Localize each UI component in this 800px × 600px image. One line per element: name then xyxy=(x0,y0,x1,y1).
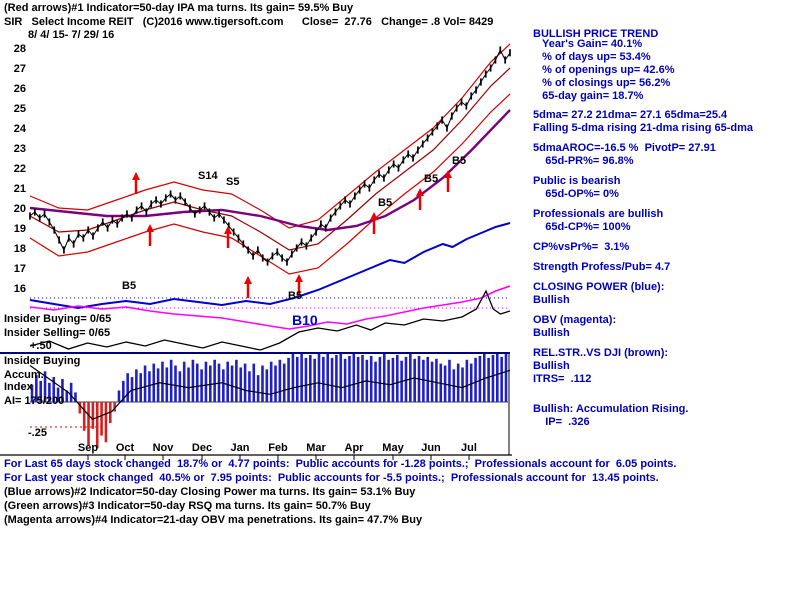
footer-indicator2-line: (Blue arrows)#2 Indicator=50-day Closing… xyxy=(4,486,416,498)
footer-year-summary: For Last year stock changed 40.5% or 7.9… xyxy=(4,472,659,484)
date-range-label: 8/ 4/ 15- 7/ 29/ 16 xyxy=(28,29,115,41)
x-axis-month-label: Sep xyxy=(78,442,98,454)
buy-arrow-icon xyxy=(224,226,232,234)
insider-selling-label: Insider Selling= 0/65 xyxy=(4,327,110,339)
analysis-line: % of days up= 53.4% xyxy=(533,51,651,63)
buy-arrow-icon xyxy=(244,276,252,284)
analysis-line: ITRS= .112 xyxy=(533,373,592,385)
minus-25-label: -.25 xyxy=(28,427,47,439)
analysis-line: Strength Profess/Pub= 4.7 xyxy=(533,261,671,273)
analysis-line: 5dmaAROC=-16.5 % PivotP= 27.91 xyxy=(533,142,716,154)
analysis-line: CP%vsPr%= 3.1% xyxy=(533,241,630,253)
analysis-line: % of openings up= 42.6% xyxy=(533,64,675,76)
signal-label-b5: B5 xyxy=(452,155,466,167)
analysis-line: OBV (magenta): xyxy=(533,314,617,326)
y-axis-price-label: 22 xyxy=(14,163,26,175)
ticker-title-line: SIR Select Income REIT (C)2016 www.tiger… xyxy=(4,16,494,28)
price-chart: S14 S5 B5 B5 B5 B5 B5 B10 Insider Buying= 0/65 In… xyxy=(0,43,512,460)
x-axis-month-label: Jul xyxy=(461,442,477,454)
y-axis-price-label: 25 xyxy=(14,103,26,115)
upper-band xyxy=(29,43,511,229)
analysis-line: % of closings up= 56.2% xyxy=(533,77,671,89)
signal-label-b5: B5 xyxy=(288,290,302,302)
analysis-panel: BULLISH PRICE TREND Year's Gain= 40.1% %… xyxy=(533,0,799,440)
analysis-line: 65d-OP%= 0% xyxy=(533,188,619,200)
buy-arrow-icon xyxy=(444,170,452,178)
analysis-line: REL.STR..VS DJI (brown): xyxy=(533,347,669,359)
footer-65day-summary: For Last 65 days stock changed 18.7% or … xyxy=(4,458,677,470)
analysis-line: Year's Gain= 40.1% xyxy=(533,38,643,50)
x-axis-month-label: Jun xyxy=(421,442,441,454)
x-axis-month-label: Jan xyxy=(231,442,250,454)
buy-arrow-icon xyxy=(146,224,154,232)
x-axis-month-label: May xyxy=(382,442,404,454)
y-axis-price-label: 16 xyxy=(14,283,26,295)
analysis-line: CLOSING POWER (blue): xyxy=(533,281,665,293)
ai-value-label: AI= 175/200 xyxy=(4,395,64,407)
footer-indicator4-line: (Magenta arrows)#4 Indicator=21-day OBV … xyxy=(4,514,423,526)
analysis-line: Bullish xyxy=(533,327,570,339)
lower-band xyxy=(29,93,511,275)
y-axis-price-label: 20 xyxy=(14,203,26,215)
analysis-line: 65d-CP%= 100% xyxy=(533,221,631,233)
y-axis-price-label: 24 xyxy=(14,123,27,135)
accum-caption-1: Insider Buying xyxy=(4,355,80,367)
analysis-line: 65d-PR%= 96.8% xyxy=(533,155,634,167)
accum-caption-2: Accum. xyxy=(4,369,44,381)
x-axis-month-label: Apr xyxy=(345,442,365,454)
y-axis-price-label: 19 xyxy=(14,223,26,235)
analysis-line: IP= .326 xyxy=(533,416,590,428)
analysis-line: Bullish xyxy=(533,360,570,372)
y-axis-price-label: 26 xyxy=(14,83,26,95)
buy-arrow-icon xyxy=(416,188,424,196)
indicator1-header-line: (Red arrows)#1 Indicator=50-day IPA ma t… xyxy=(4,2,354,14)
y-axis-price-label: 23 xyxy=(14,143,26,155)
accum-caption-3: Index xyxy=(4,381,34,393)
signal-label-b5: B5 xyxy=(424,173,438,185)
obv xyxy=(29,285,511,330)
analysis-line: BULLISH PRICE TREND xyxy=(533,28,659,40)
analysis-line: Professionals are bullish xyxy=(533,208,664,220)
signal-label-b5: B5 xyxy=(378,197,392,209)
buy-arrow-icon xyxy=(295,274,303,282)
analysis-line: Bullish: Accumulation Rising. xyxy=(533,403,689,415)
x-axis-month-label: Mar xyxy=(306,442,326,454)
footer-indicator3-line: (Green arrows)#3 Indicator=50-day RSQ ma… xyxy=(4,500,371,512)
closing-power xyxy=(29,222,511,310)
insider-buying-label: Insider Buying= 0/65 xyxy=(4,313,111,325)
y-axis-price-label: 17 xyxy=(14,263,26,275)
x-axis-month-label: Feb xyxy=(268,442,288,454)
buy-arrow-icon xyxy=(370,212,378,220)
accum-avg-line xyxy=(29,365,511,421)
signal-label-b5: B5 xyxy=(122,280,136,292)
signal-label-s5: S5 xyxy=(226,176,239,188)
plus-50-label: +.50 xyxy=(30,340,52,352)
x-axis-month-label: Nov xyxy=(153,442,175,454)
analysis-line: 65-day gain= 18.7% xyxy=(533,90,644,102)
analysis-line: 5dma= 27.2 21dma= 27.1 65dma=25.4 xyxy=(533,109,728,121)
y-axis-price-label: 28 xyxy=(14,43,26,55)
signal-label-s14: S14 xyxy=(198,170,218,182)
x-axis-month-label: Dec xyxy=(192,442,212,454)
signal-label-b10: B10 xyxy=(292,312,318,328)
analysis-line: Public is bearish xyxy=(533,175,621,187)
y-axis-price-label: 27 xyxy=(14,63,26,75)
ma-65day xyxy=(29,109,511,232)
rel-strength-vs-dji xyxy=(29,289,511,351)
analysis-line: Bullish xyxy=(533,294,570,306)
y-axis-price-label: 21 xyxy=(14,183,26,195)
x-axis-month-label: Oct xyxy=(116,442,135,454)
y-axis-price-label: 18 xyxy=(14,243,26,255)
price-line xyxy=(29,48,511,263)
analysis-line: Falling 5-dma rising 21-dma rising 65-dm… xyxy=(533,122,754,134)
buy-arrow-icon xyxy=(132,172,140,180)
